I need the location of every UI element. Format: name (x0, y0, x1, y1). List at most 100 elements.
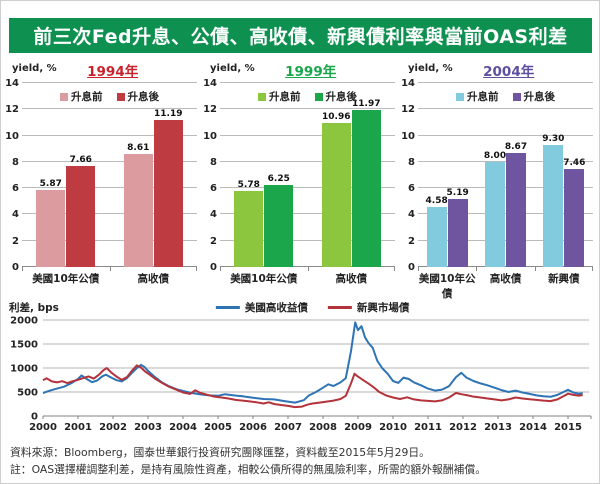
chart-body: 0 2 4 6 8 10 12 14 升息前 升息後 5.87 7.66 8.61 11.19 (5, 78, 200, 273)
gridline (22, 213, 197, 215)
x-axis-tick (109, 267, 111, 271)
y-tick-label: 4 (210, 209, 217, 221)
gridline (418, 213, 593, 215)
spread-axis-label: 利差, bps (9, 302, 59, 314)
legend-swatch (258, 92, 266, 101)
plot-area: 升息前 升息後 5.78 6.25 10.96 11.97 (220, 82, 396, 271)
y-tick-label: 14 (401, 78, 415, 89)
bar (234, 191, 264, 267)
legend-item: 新興市場債 (327, 300, 410, 315)
bar-value-label: 5.19 (446, 187, 469, 198)
x-tick-label: 2005 (204, 422, 232, 433)
y-tick-label: 1000 (10, 364, 38, 375)
line-chart-section: 利差, bps 美國高收益債 新興市場債 0 500 1000 1500 2000 2000… (9, 298, 593, 440)
category-labels: 美國10年公債 高收債 (220, 267, 395, 285)
chart-body: 0 2 4 6 8 10 12 14 升息前 升息後 4.58 5.19 8.00 8.67 9.30 7.… (401, 78, 596, 273)
y-tick-label: 1500 (10, 340, 38, 351)
legend-swatch (456, 92, 464, 101)
plot-area: 升息前 升息後 4.58 5.19 8.00 8.67 9.30 7.46 (418, 82, 593, 271)
bar-value-label: 11.97 (352, 98, 381, 109)
y-tick-label: 10 (5, 130, 19, 142)
gridline (418, 160, 593, 162)
gridline (22, 82, 197, 83)
plot-area: 升息前 升息後 5.87 7.66 8.61 11.19 (22, 82, 197, 271)
category-label: 高收債 (137, 273, 170, 285)
y-tick-label: 4 (408, 209, 415, 221)
category-labels: 美國10年公債 高收債 (22, 267, 197, 285)
gridline (22, 239, 197, 241)
bar-charts-row: yield, % 1994年 0 2 4 6 8 10 12 14 升息前 升息後 5.87 7.6… (5, 59, 596, 300)
bar (36, 189, 66, 267)
bar-group: 5.78 6.25 (220, 83, 308, 267)
line-chart: 0 500 1000 1500 2000 2000 2001 2002 2003 2004 2005… (10, 316, 592, 433)
chart-header: yield, % 1994年 (6, 59, 200, 83)
x-tick-label: 2004 (169, 422, 197, 433)
chart-year-label: 2004年 (483, 64, 535, 80)
category-labels: 美國10年公債 高收債 新興債 (418, 267, 593, 300)
footer-source: 資料來源：Bloomberg，國泰世華銀行投資研究團隊匯整，資料截至2015年5… (10, 446, 430, 459)
legend-label: 升息後 (127, 91, 160, 103)
bar-wrap: 8.61 (123, 83, 153, 267)
gridline (220, 187, 395, 189)
page-title: 前三次Fed升息、公債、高收債、新興債利率與當前OAS利差 (33, 26, 568, 48)
chart-body: 0 2 4 6 8 10 12 14 升息前 升息後 5.78 6.25 10.96 11.97 (203, 78, 398, 273)
legend-item: 升息前 (60, 89, 103, 104)
legend-label: 升息前 (269, 91, 301, 103)
y-tick-label: 14 (203, 78, 217, 89)
x-tick-label: 2006 (239, 422, 267, 433)
y-tick-label: 2 (210, 235, 217, 247)
chart-year-label: 1994年 (87, 64, 139, 80)
chart-legend: 升息前 升息後 (418, 89, 593, 104)
bar (543, 144, 564, 267)
x-tick-label: 2015 (554, 422, 582, 433)
bar-wrap: 8.00 (484, 83, 506, 267)
x-axis-tick (307, 267, 309, 271)
legend-label: 升息前 (71, 91, 103, 103)
y-tick-label: 500 (17, 388, 38, 399)
y-tick-label: 8 (210, 156, 217, 168)
bar-wrap: 9.30 (542, 83, 564, 267)
legend-line-swatch (327, 306, 352, 309)
y-tick-label: 0 (210, 262, 217, 273)
bar-wrap: 10.96 (321, 83, 351, 267)
bar-value-label: 5.78 (237, 180, 260, 191)
line-chart-legend: 美國高收益債 新興市場債 (215, 300, 410, 315)
category-label: 高收債 (335, 273, 368, 285)
legend-label: 升息前 (467, 91, 499, 103)
y-tick-label: 12 (203, 104, 217, 116)
y-tick-label: 6 (12, 183, 19, 195)
legend-item: 升息後 (512, 89, 555, 104)
x-axis-tick (22, 267, 23, 271)
gridline (220, 160, 395, 162)
bar-chart-2004: yield, % 2004年 0 2 4 6 8 10 12 14 升息前 升息後 4.58 5.1… (401, 59, 596, 300)
bar-chart-1999: yield, % 1999年 0 2 4 6 8 10 12 14 升息前 升息後 5.78 6.2… (203, 59, 398, 285)
bar-value-label: 7.46 (563, 157, 586, 168)
chart-legend: 升息前 升息後 (22, 89, 197, 104)
x-tick-label: 2014 (519, 422, 547, 433)
bar-wrap: 5.87 (36, 83, 66, 267)
x-tick-label: 2012 (449, 422, 477, 433)
bar (505, 153, 526, 267)
bar (153, 119, 183, 267)
category-label: 美國10年公債 (230, 273, 298, 285)
y-tick-label: 4 (12, 209, 19, 221)
bar-value-label: 8.67 (504, 142, 528, 153)
bar-wrap: 5.78 (234, 83, 264, 267)
gridline (220, 108, 395, 110)
y-tick-label: 0 (31, 412, 38, 423)
category-label: 高收債 (489, 273, 522, 285)
bar-wrap: 4.58 (426, 83, 448, 267)
bar-group: 5.87 7.66 (22, 83, 110, 267)
chart-legend: 升息前 升息後 (220, 89, 395, 104)
x-axis-tick (592, 267, 593, 271)
bar-value-label: 6.25 (267, 173, 290, 184)
y-tick-label: 8 (12, 156, 19, 168)
bar-group: 10.96 11.97 (308, 83, 396, 267)
legend-label: 新興市場債 (356, 302, 410, 314)
y-tick-label: 0 (408, 262, 415, 273)
y-tick-label: 0 (12, 262, 19, 273)
y-tick-label: 8 (408, 156, 415, 168)
bar (426, 206, 447, 267)
legend-label: 升息後 (325, 91, 358, 103)
bar-groups: 4.58 5.19 8.00 8.67 9.30 7.46 (418, 83, 593, 267)
